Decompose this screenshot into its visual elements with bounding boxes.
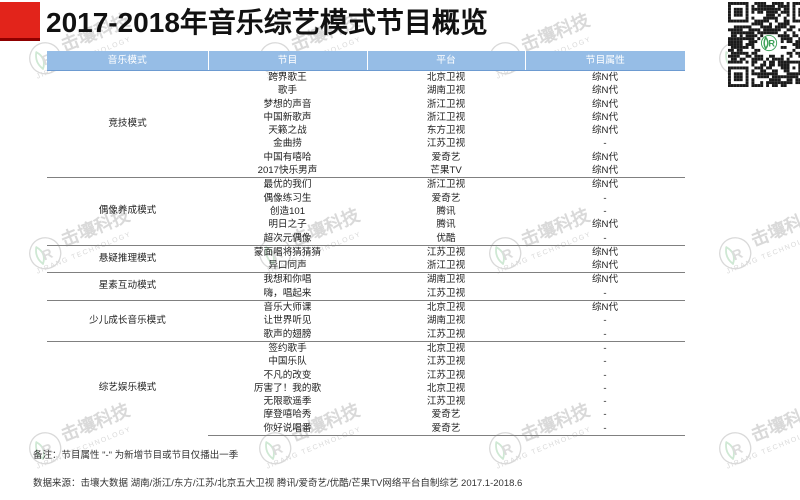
svg-text:R: R — [270, 440, 285, 459]
svg-text:R: R — [500, 440, 515, 459]
svg-text:R: R — [730, 440, 745, 459]
svg-text:R: R — [768, 38, 775, 48]
svg-text:R: R — [730, 245, 745, 264]
